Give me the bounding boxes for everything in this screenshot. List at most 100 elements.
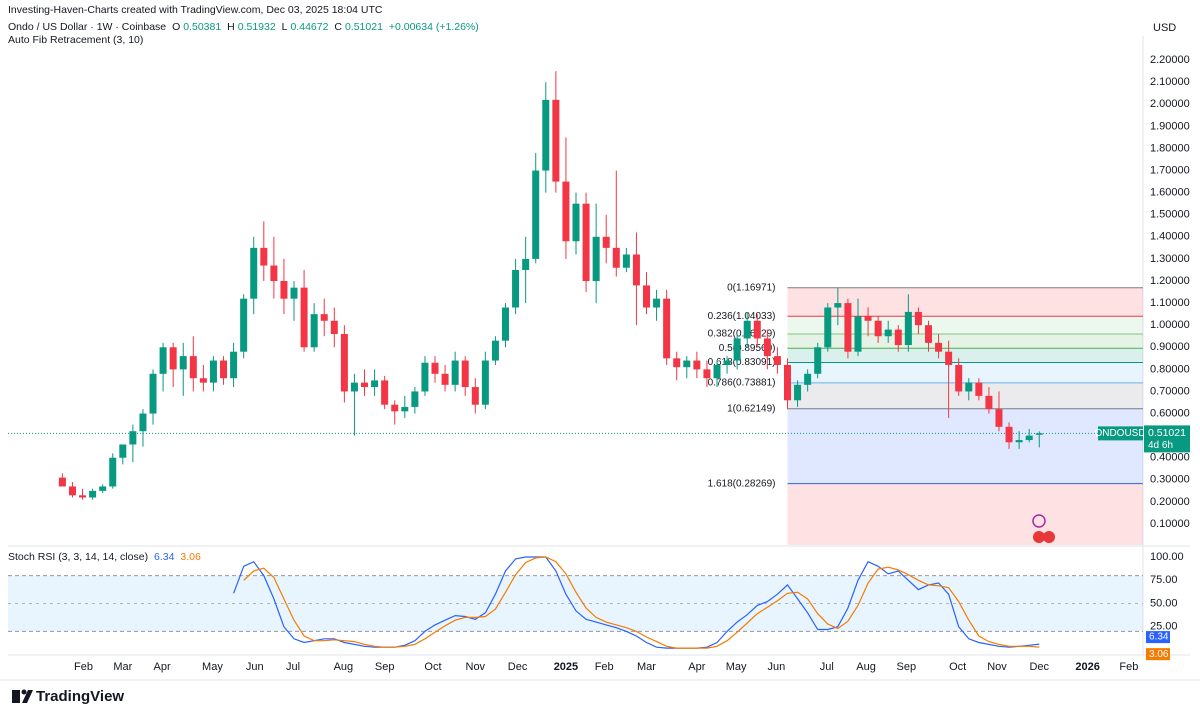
candle-body bbox=[703, 369, 711, 379]
y-tick-label: 2.00000 bbox=[1150, 98, 1190, 110]
candle-body bbox=[89, 490, 97, 498]
event-icon bbox=[1043, 531, 1055, 543]
candle-body bbox=[179, 356, 187, 370]
y-tick-label: 50.00 bbox=[1150, 597, 1178, 609]
fib-label: 1(0.62149) bbox=[727, 403, 775, 414]
fib-label: 0.382(0.96029) bbox=[708, 329, 776, 340]
candle-body bbox=[632, 254, 640, 286]
y-tick-label: 1.30000 bbox=[1150, 253, 1190, 265]
candle-body bbox=[481, 360, 489, 405]
candle-body bbox=[935, 342, 943, 352]
y-tick-label: 0.90000 bbox=[1150, 341, 1190, 353]
candle-body bbox=[310, 314, 318, 348]
currency-label: USD bbox=[1153, 22, 1176, 34]
candle-body bbox=[904, 311, 912, 346]
candle-body bbox=[914, 311, 922, 326]
event-icon bbox=[1033, 531, 1045, 543]
event-icon bbox=[1032, 514, 1046, 528]
event-icons bbox=[1032, 514, 1055, 543]
y-tick-label: 1.00000 bbox=[1150, 319, 1190, 331]
x-tick-label: Jul bbox=[286, 661, 300, 673]
stoch-legend: Stoch RSI (3, 3, 14, 14, close) 6.34 3.0… bbox=[8, 551, 204, 563]
candle-body bbox=[643, 285, 651, 308]
price-tag-countdown: 4d 6h bbox=[1148, 440, 1173, 451]
fib-band bbox=[787, 408, 1143, 484]
y-tick-label: 0.40000 bbox=[1150, 452, 1190, 464]
symbol: Ondo / US Dollar · 1W · Coinbase bbox=[8, 21, 167, 33]
ohlc-label: O bbox=[172, 21, 181, 33]
stoch-value-tag-text: 3.06 bbox=[1149, 649, 1169, 660]
candle-body bbox=[864, 316, 872, 321]
x-tick-label: Mar bbox=[637, 661, 656, 673]
candle-body bbox=[340, 334, 348, 392]
candle-body bbox=[119, 444, 127, 458]
fib-band bbox=[787, 362, 1143, 383]
y-tick-label: 0.70000 bbox=[1150, 385, 1190, 397]
candle-body bbox=[391, 404, 399, 412]
candle-body bbox=[471, 387, 479, 405]
candle-body bbox=[995, 409, 1003, 427]
candle-body bbox=[491, 340, 499, 361]
symbol-tag-text: ONDOUSD bbox=[1094, 428, 1145, 439]
ohlc-label: H bbox=[227, 21, 235, 33]
candle-body bbox=[441, 373, 449, 385]
fib-label: 0.618(0.83091) bbox=[708, 357, 776, 368]
candle-body bbox=[713, 364, 721, 379]
candle-body bbox=[602, 236, 610, 248]
candle-body bbox=[199, 378, 207, 383]
stoch-line bbox=[243, 556, 1040, 649]
candle-body bbox=[260, 247, 268, 266]
x-tick-label: Dec bbox=[1029, 661, 1049, 673]
y-tick-label: 0.60000 bbox=[1150, 407, 1190, 419]
x-tick-label: Jun bbox=[246, 661, 264, 673]
y-tick-label: 0.30000 bbox=[1150, 474, 1190, 486]
candle-body bbox=[894, 329, 902, 346]
candle-body bbox=[250, 247, 258, 299]
candle-body bbox=[189, 356, 197, 379]
y-tick-label: 1.70000 bbox=[1150, 164, 1190, 176]
candle-body bbox=[139, 413, 147, 432]
candle-body bbox=[592, 236, 600, 282]
ohlc-value: 0.44672 bbox=[290, 21, 329, 33]
fib-label: 0(1.16971) bbox=[727, 282, 775, 293]
x-tick-label: Sep bbox=[897, 661, 917, 673]
candle-body bbox=[552, 99, 560, 182]
candle-body bbox=[109, 457, 117, 487]
candle-body bbox=[733, 338, 741, 361]
candle-body bbox=[230, 351, 238, 379]
credit: Investing-Haven-Charts created with Trad… bbox=[8, 4, 383, 16]
x-tick-label: Feb bbox=[74, 661, 93, 673]
x-tick-label: May bbox=[202, 661, 223, 673]
candle-body bbox=[381, 380, 389, 405]
x-tick-label: Jul bbox=[820, 661, 834, 673]
y-tick-label: 1.20000 bbox=[1150, 275, 1190, 287]
fib-band bbox=[787, 316, 1143, 334]
fib-band bbox=[787, 287, 1143, 317]
candle-body bbox=[773, 356, 781, 365]
candle-body bbox=[763, 338, 771, 357]
logo-shape bbox=[22, 690, 33, 703]
y-tick-label: 75.00 bbox=[1150, 574, 1178, 586]
candle-body bbox=[743, 320, 751, 339]
candle-body bbox=[924, 325, 932, 343]
candle-body bbox=[502, 307, 510, 341]
candle-body bbox=[884, 329, 892, 337]
stoch-title: Stoch RSI (3, 3, 14, 14, close) bbox=[8, 551, 149, 563]
y-tick-label: 0.20000 bbox=[1150, 496, 1190, 508]
candle-body bbox=[783, 364, 791, 401]
candle-body bbox=[431, 362, 439, 374]
candle-body bbox=[804, 373, 812, 385]
candle-body bbox=[330, 320, 338, 335]
candle-body bbox=[673, 358, 681, 368]
fib-label: 1.618(0.28269) bbox=[708, 478, 776, 489]
brand-logo: TradingView bbox=[12, 688, 124, 705]
x-tick-label: Oct bbox=[424, 661, 441, 673]
candle-body bbox=[522, 258, 530, 270]
candle-body bbox=[844, 303, 852, 352]
x-tick-label: Nov bbox=[466, 661, 486, 673]
x-tick-label: 2026 bbox=[1075, 661, 1099, 673]
candle-body bbox=[169, 347, 177, 370]
